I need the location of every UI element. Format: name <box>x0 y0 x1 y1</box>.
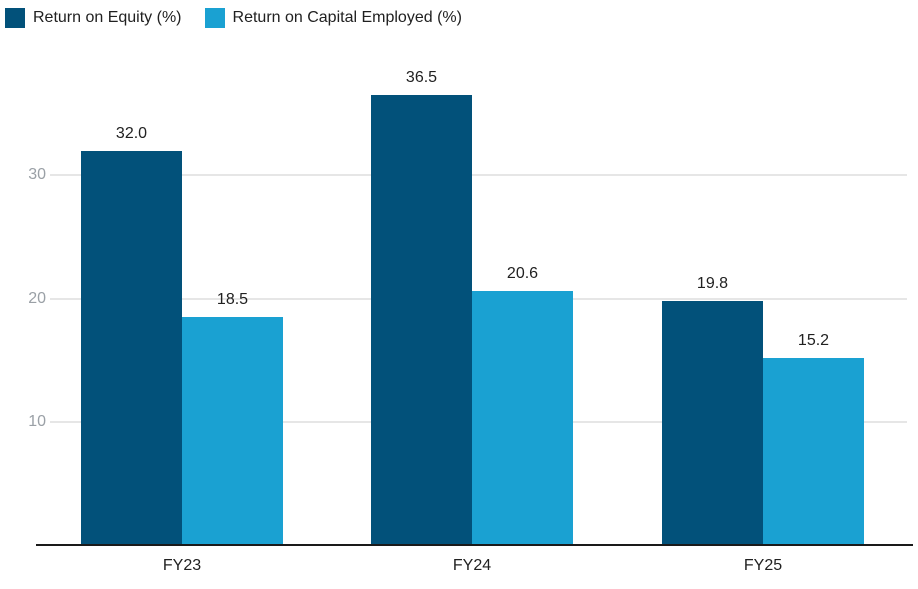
chart-legend: Return on Equity (%) Return on Capital E… <box>5 8 462 28</box>
bar-value-label-FY23-roce: 18.5 <box>216 290 249 308</box>
legend-label-roe: Return on Equity (%) <box>33 9 182 26</box>
x-tick-label-FY24: FY24 <box>452 557 492 574</box>
legend-swatch-roe <box>5 8 25 28</box>
x-tick-label-FY25: FY25 <box>743 557 783 574</box>
bar-FY25-roce <box>763 357 864 545</box>
x-tick-label-FY23: FY23 <box>162 557 202 574</box>
bar-value-label-FY24-roce: 20.6 <box>506 265 539 283</box>
gridline-30 <box>50 174 907 177</box>
legend-swatch-roce <box>204 8 225 28</box>
legend-label-roce: Return on Capital Employed (%) <box>232 9 462 26</box>
bar-value-label-FY25-roce: 15.2 <box>797 331 830 349</box>
y-tick-label-10: 10 <box>28 412 46 430</box>
x-axis-line <box>36 544 913 546</box>
bar-FY23-roe <box>81 150 182 545</box>
bar-FY25-roe <box>662 300 763 545</box>
legend-item-roce: Return on Capital Employed (%) <box>204 8 462 28</box>
legend-item-roe: Return on Equity (%) <box>5 8 182 28</box>
y-tick-label-20: 20 <box>28 289 46 307</box>
y-tick-label-30: 30 <box>28 166 46 184</box>
bar-FY24-roe <box>371 95 472 545</box>
bar-FY23-roce <box>182 316 283 545</box>
bar-FY24-roce <box>472 291 573 545</box>
bar-value-label-FY25-roe: 19.8 <box>696 274 729 292</box>
bar-value-label-FY23-roe: 32.0 <box>115 124 148 142</box>
bar-value-label-FY24-roe: 36.5 <box>405 69 438 87</box>
